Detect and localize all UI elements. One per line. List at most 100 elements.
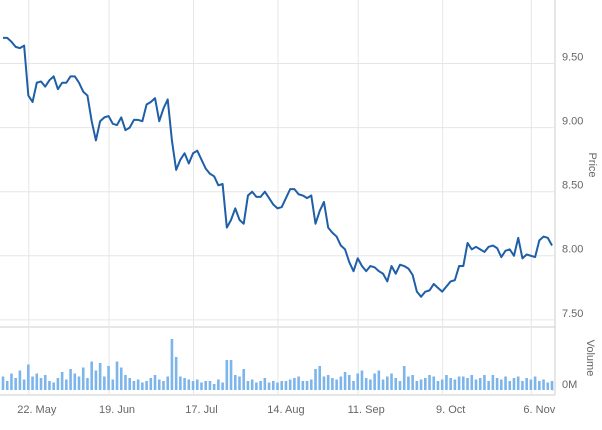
volume-bar xyxy=(195,379,199,390)
volume-bar xyxy=(14,378,17,390)
volume-bar xyxy=(115,361,119,390)
volume-bar xyxy=(162,381,165,390)
volume-bar xyxy=(22,379,26,390)
y-tick-label: 9.50 xyxy=(562,51,583,63)
volume-bar xyxy=(407,376,410,390)
volume-bar xyxy=(35,373,39,390)
volume-bar xyxy=(141,382,144,390)
volume-bar xyxy=(381,379,385,390)
volume-bar xyxy=(65,379,68,390)
x-tick-label: 17. Jul xyxy=(185,404,217,416)
volume-bar xyxy=(428,375,431,390)
x-tick-label: 22. May xyxy=(17,404,57,416)
volume-bar xyxy=(398,381,402,390)
volume-bar xyxy=(136,379,140,390)
volume-bar xyxy=(217,379,220,390)
volume-bar xyxy=(94,370,98,390)
volume-bar xyxy=(483,375,486,390)
volume-bar xyxy=(314,369,317,390)
volume-bar xyxy=(478,378,482,390)
y-tick-label: 8.50 xyxy=(562,180,583,192)
x-tick-label: 14. Aug xyxy=(267,404,304,416)
volume-bar xyxy=(179,376,182,390)
volume-bar xyxy=(39,378,43,390)
volume-bar xyxy=(343,372,347,390)
volume-bar xyxy=(335,379,338,390)
volume-bar xyxy=(255,382,258,390)
volume-bar xyxy=(525,378,528,390)
volume-bar xyxy=(457,376,461,390)
volume-bar xyxy=(466,378,469,390)
volume-bar xyxy=(453,379,457,390)
volume-bar xyxy=(271,381,275,390)
volume-bar xyxy=(157,379,161,390)
volume-bar xyxy=(149,378,153,390)
volume-bar xyxy=(69,369,72,390)
volume-bar xyxy=(250,379,254,390)
volume-bar xyxy=(377,370,381,390)
volume-bar xyxy=(200,382,203,390)
volume-bar xyxy=(229,360,233,390)
volume-bar xyxy=(491,375,495,390)
x-tick-label: 11. Sep xyxy=(348,404,385,416)
volume-bar xyxy=(90,361,93,390)
volume-bar xyxy=(233,375,237,390)
volume-bar xyxy=(187,379,191,390)
volume-bar xyxy=(18,370,22,390)
volume-bar xyxy=(1,376,5,390)
volume-bar xyxy=(111,379,115,390)
volume-bar xyxy=(153,375,157,390)
volume-bar xyxy=(107,366,110,390)
volume-bar xyxy=(462,376,465,390)
volume-bar xyxy=(470,375,474,390)
volume-bar xyxy=(402,366,406,390)
volume-bar xyxy=(280,381,284,390)
volume-bar xyxy=(415,381,419,390)
volume-bar xyxy=(297,376,300,390)
volume-bar xyxy=(119,367,123,390)
volume-bar xyxy=(487,381,490,390)
volume-bar xyxy=(124,375,127,390)
volume-bar xyxy=(542,379,545,390)
volume-bar xyxy=(27,364,30,390)
volume-bar xyxy=(550,381,554,390)
volume-bar xyxy=(132,381,136,390)
volume-bar xyxy=(301,381,305,390)
volume-bar xyxy=(60,372,64,390)
volume-bar xyxy=(394,378,398,390)
volume-bar xyxy=(529,379,533,390)
x-tick-label: 19. Jun xyxy=(99,404,135,416)
volume-bar xyxy=(10,373,13,390)
volume-bar xyxy=(170,339,174,390)
volume-bar xyxy=(322,376,326,390)
volume-bar xyxy=(445,375,448,390)
x-tick-label: 9. Oct xyxy=(436,404,465,416)
volume-bar xyxy=(364,378,368,390)
volume-bar xyxy=(339,376,343,390)
volume-bar xyxy=(259,381,262,390)
y-axis-label: Price xyxy=(586,152,598,177)
volume-bar xyxy=(521,381,524,390)
volume-bar xyxy=(309,379,313,390)
volume-bar xyxy=(81,367,85,390)
volume-bar xyxy=(208,381,212,390)
y2-axis-label: Volume xyxy=(584,340,596,377)
volume-bar xyxy=(432,376,436,390)
y-tick-label: 9.00 xyxy=(562,116,583,128)
volume-bar xyxy=(352,381,355,390)
volume-bar xyxy=(288,379,292,390)
volume-bar xyxy=(440,379,444,390)
volume-bar xyxy=(31,376,34,390)
volume-bar xyxy=(212,384,216,390)
volume-bar xyxy=(238,376,241,390)
volume-bar xyxy=(191,381,195,390)
volume-bar xyxy=(166,376,169,390)
volume-bar xyxy=(546,382,550,390)
y-tick-label: 7.50 xyxy=(562,308,583,320)
volume-bar xyxy=(419,379,423,390)
volume-bar xyxy=(98,363,102,390)
x-tick-label: 6. Nov xyxy=(523,404,555,416)
volume-bar xyxy=(411,375,414,390)
volume-bar xyxy=(128,378,131,390)
